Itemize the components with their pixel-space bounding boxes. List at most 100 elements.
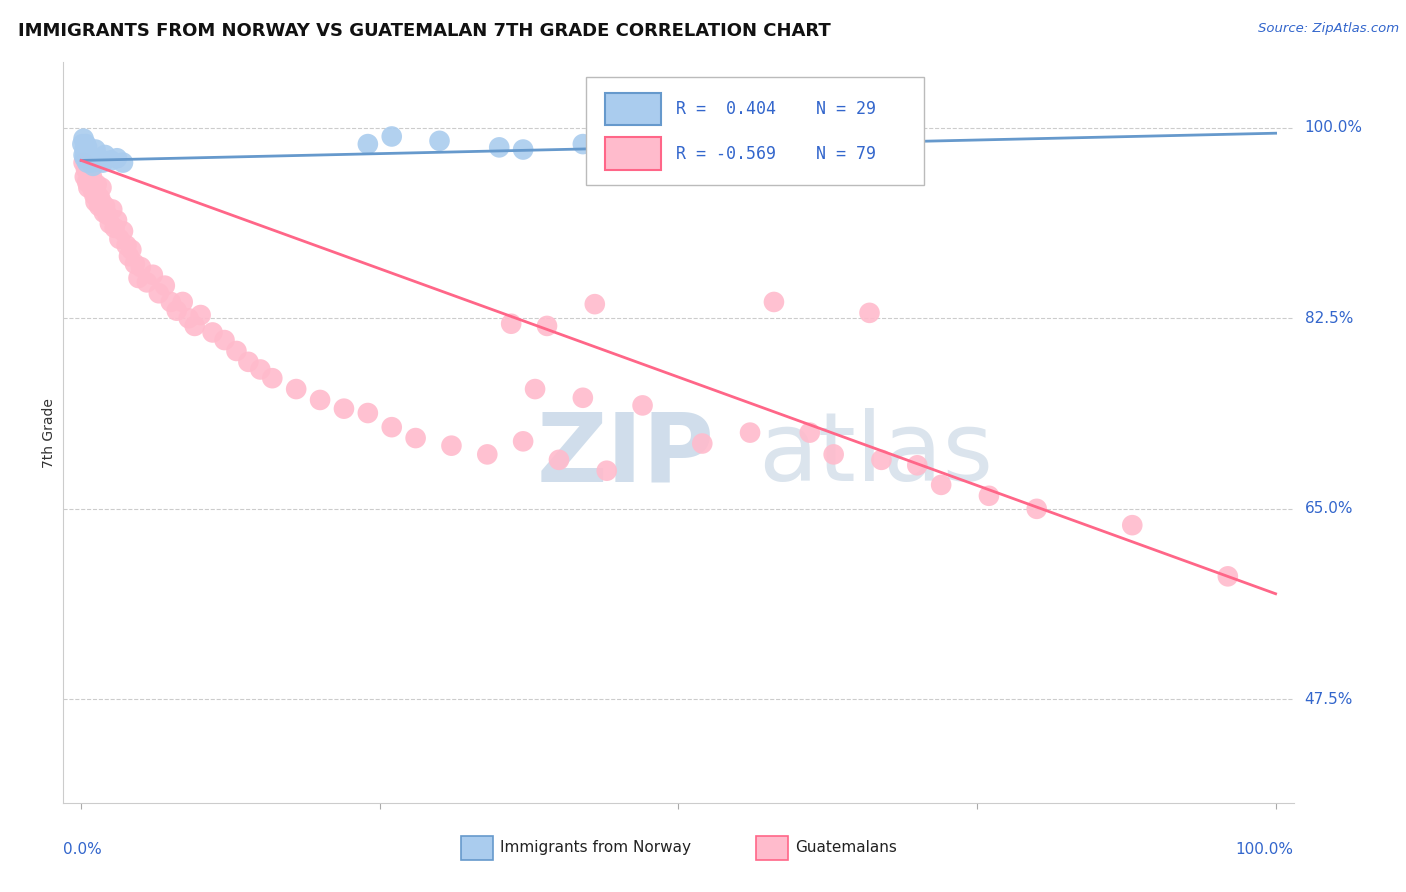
Point [501,317,523,331]
Text: Guatemalans: Guatemalans [796,839,897,855]
Text: Source: ZipAtlas.com: Source: ZipAtlas.com [1258,22,1399,36]
Text: ZIP: ZIP [537,409,714,501]
Point [87,188,110,202]
FancyBboxPatch shape [586,78,925,185]
Text: 82.5%: 82.5% [1305,310,1353,326]
Point [333,401,356,416]
Point [83,188,105,202]
Point [76,175,98,189]
Point [631,398,654,412]
Point [1025,501,1047,516]
Point [77,180,100,194]
Point [214,333,236,347]
Point [77,148,100,162]
Point [89,192,111,206]
Point [82,159,104,173]
Point [285,382,308,396]
Text: 0.0%: 0.0% [63,842,103,856]
Point [177,311,200,326]
Point [91,155,114,169]
Text: 47.5%: 47.5% [1305,692,1353,706]
Point [80,151,103,165]
Point [858,306,880,320]
Text: 100.0%: 100.0% [1236,842,1294,856]
Point [79,153,101,168]
Point [104,221,127,235]
Text: 65.0%: 65.0% [1305,501,1353,516]
Point [75,162,97,177]
Text: 100.0%: 100.0% [1305,120,1362,136]
Point [488,140,510,154]
Point [72,148,94,162]
Point [118,249,141,263]
Point [84,143,107,157]
Point [762,295,785,310]
FancyBboxPatch shape [605,93,661,126]
Point [159,295,181,310]
Point [120,243,142,257]
Point [357,137,380,152]
Text: Immigrants from Norway: Immigrants from Norway [501,839,690,855]
Point [72,155,94,169]
Point [381,129,404,144]
Point [105,213,128,227]
Point [572,391,595,405]
Point [80,178,103,192]
Point [80,155,103,169]
Point [87,151,110,165]
Point [79,173,101,187]
Point [655,134,678,148]
Point [823,447,845,461]
Point [583,297,606,311]
Point [357,406,380,420]
Point [73,143,96,157]
Point [381,420,404,434]
Point [72,131,94,145]
Point [148,286,170,301]
Point [87,199,110,213]
Point [105,151,128,165]
Point [524,382,547,396]
Point [225,343,247,358]
Text: atlas: atlas [758,409,994,501]
Text: IMMIGRANTS FROM NORWAY VS GUATEMALAN 7TH GRADE CORRELATION CHART: IMMIGRANTS FROM NORWAY VS GUATEMALAN 7TH… [18,22,831,40]
Point [201,326,224,340]
Point [94,199,117,213]
Point [98,217,121,231]
Point [572,137,595,152]
Point [93,205,115,219]
Point [548,453,571,467]
FancyBboxPatch shape [461,836,492,860]
FancyBboxPatch shape [605,137,661,169]
Point [512,434,534,449]
Point [738,425,761,440]
Point [477,447,499,461]
Point [72,137,94,152]
Point [249,362,271,376]
Point [512,143,534,157]
Point [977,489,1000,503]
Y-axis label: 7th Grade: 7th Grade [42,398,56,467]
Point [440,439,463,453]
Point [135,276,157,290]
Point [190,308,212,322]
Point [84,194,107,209]
Point [111,224,134,238]
Point [100,153,122,168]
Point [870,453,893,467]
Point [82,184,104,198]
Point [905,458,928,473]
Point [75,137,97,152]
Point [536,318,558,333]
Point [262,371,284,385]
Point [1121,518,1143,533]
Point [142,268,165,282]
Point [94,148,117,162]
Point [405,431,427,445]
Text: R = -0.569    N = 79: R = -0.569 N = 79 [676,145,876,162]
Point [80,169,103,184]
Point [309,392,332,407]
Point [153,278,176,293]
Point [129,260,152,274]
Point [429,134,451,148]
